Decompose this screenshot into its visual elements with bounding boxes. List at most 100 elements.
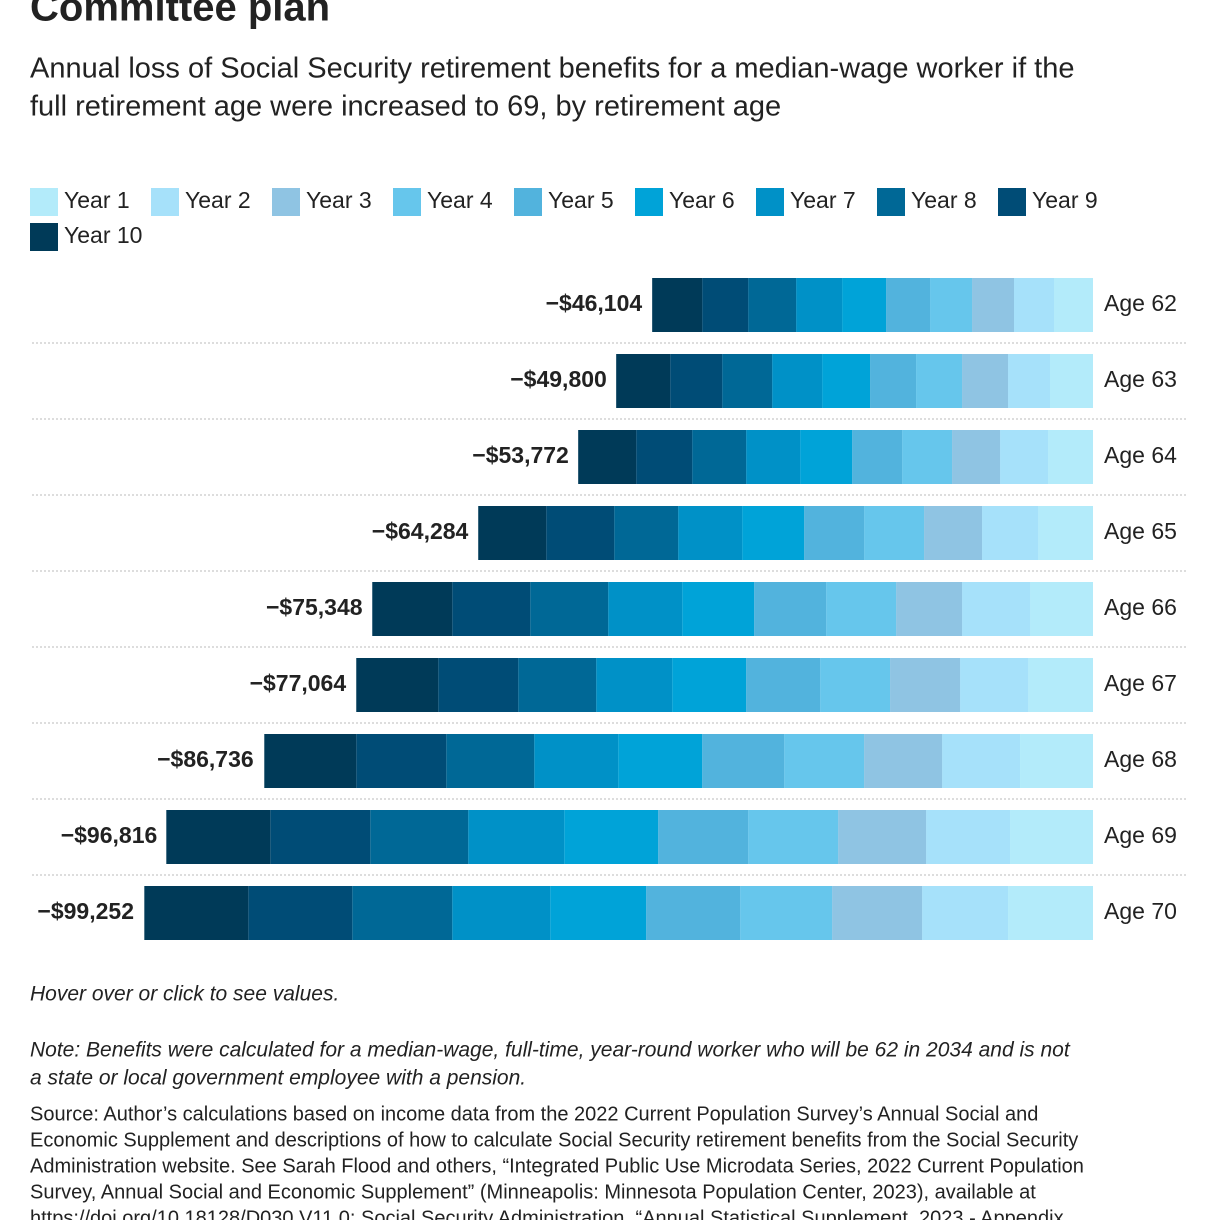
bar-segment bbox=[608, 582, 683, 636]
bar-segment bbox=[564, 810, 659, 864]
bar-segment bbox=[446, 734, 535, 788]
legend-label: Year 5 bbox=[548, 187, 614, 213]
bar-segment bbox=[942, 734, 1021, 788]
category-label: Age 69 bbox=[1104, 822, 1177, 848]
bar-segment bbox=[1000, 430, 1049, 484]
bar-segment bbox=[962, 582, 1031, 636]
bar-segment bbox=[804, 506, 865, 560]
source: Administration website. See Sarah Flood … bbox=[30, 1155, 1084, 1177]
bar-segment bbox=[890, 658, 961, 712]
bar-segment bbox=[746, 430, 801, 484]
bar-segment bbox=[692, 430, 747, 484]
total-label: −$86,736 bbox=[157, 746, 254, 772]
bar-segment bbox=[896, 582, 963, 636]
bar-segment bbox=[1020, 734, 1093, 788]
legend-swatch bbox=[30, 223, 58, 251]
bar-segment bbox=[740, 886, 833, 940]
bar-segment bbox=[678, 506, 743, 560]
category-label: Age 63 bbox=[1104, 366, 1177, 392]
bar-segment bbox=[784, 734, 865, 788]
bar-segment bbox=[1050, 354, 1093, 408]
bar-segment bbox=[982, 506, 1039, 560]
bar-segment bbox=[352, 886, 453, 940]
bar-segment bbox=[1008, 354, 1051, 408]
total-label: −$75,348 bbox=[266, 594, 363, 620]
bar-segment bbox=[748, 810, 839, 864]
bar-segment bbox=[370, 810, 469, 864]
bar-segment bbox=[922, 886, 1009, 940]
bar-segment bbox=[264, 734, 357, 788]
bar-segment bbox=[616, 354, 671, 408]
bar-segment bbox=[870, 354, 917, 408]
bar-segment bbox=[672, 658, 747, 712]
source: https://doi.org/10.18128/D030.V11.0; Soc… bbox=[30, 1207, 1064, 1220]
bar-segment bbox=[372, 582, 453, 636]
category-label: Age 65 bbox=[1104, 518, 1177, 544]
bar-segment bbox=[478, 506, 547, 560]
total-label: −$46,104 bbox=[546, 290, 643, 316]
subtitle: Annual loss of Social Security retiremen… bbox=[30, 53, 1075, 85]
bar-segment bbox=[722, 354, 773, 408]
bar-segment bbox=[772, 354, 823, 408]
bar-segment bbox=[652, 278, 703, 332]
total-label: −$53,772 bbox=[472, 442, 569, 468]
legend-label: Year 10 bbox=[64, 222, 142, 248]
legend-swatch bbox=[635, 188, 663, 216]
bar-segment bbox=[1014, 278, 1055, 332]
legend-label: Year 2 bbox=[185, 187, 251, 213]
chart-title: Committee plan bbox=[30, 0, 330, 30]
bar-segment bbox=[926, 810, 1011, 864]
note: Note: Benefits were calculated for a med… bbox=[30, 1039, 1071, 1062]
bar-segment bbox=[270, 810, 371, 864]
bar-segment bbox=[670, 354, 723, 408]
source: Survey, Annual Social and Economic Suppl… bbox=[30, 1181, 1036, 1203]
bar-segment bbox=[614, 506, 679, 560]
bar-segment bbox=[962, 354, 1009, 408]
bar-segment bbox=[596, 658, 673, 712]
bar-segment bbox=[618, 734, 703, 788]
total-label: −$77,064 bbox=[250, 670, 347, 696]
total-label: −$96,816 bbox=[61, 822, 158, 848]
bar-segment bbox=[930, 278, 973, 332]
legend-label: Year 8 bbox=[911, 187, 977, 213]
total-label: −$49,800 bbox=[510, 366, 607, 392]
bar-segment bbox=[924, 506, 983, 560]
bar-segment bbox=[800, 430, 853, 484]
bar-segment bbox=[702, 278, 749, 332]
legend-label: Year 7 bbox=[790, 187, 856, 213]
bar-segment bbox=[636, 430, 693, 484]
bar-segment bbox=[796, 278, 843, 332]
bar-segment bbox=[550, 886, 647, 940]
bar-segment bbox=[832, 886, 923, 940]
bar-segment bbox=[842, 278, 887, 332]
bar-segment bbox=[546, 506, 615, 560]
category-label: Age 67 bbox=[1104, 670, 1177, 696]
bar-segment bbox=[1048, 430, 1093, 484]
bar-segment bbox=[534, 734, 619, 788]
legend-swatch bbox=[756, 188, 784, 216]
bar-segment bbox=[452, 582, 531, 636]
total-label: −$99,252 bbox=[37, 898, 134, 924]
bar-segment bbox=[822, 354, 871, 408]
bar-segment bbox=[864, 506, 925, 560]
legend-label: Year 6 bbox=[669, 187, 735, 213]
legend-swatch bbox=[272, 188, 300, 216]
bar-segment bbox=[748, 278, 797, 332]
bar-segment bbox=[886, 278, 931, 332]
total-label: −$64,284 bbox=[372, 518, 469, 544]
subtitle: full retirement age were increased to 69… bbox=[30, 91, 781, 123]
category-label: Age 68 bbox=[1104, 746, 1177, 772]
hint: Hover over or click to see values. bbox=[30, 983, 339, 1006]
bar-segment bbox=[838, 810, 927, 864]
category-label: Age 62 bbox=[1104, 290, 1177, 316]
legend-label: Year 9 bbox=[1032, 187, 1098, 213]
bar-segment bbox=[754, 582, 827, 636]
bar-segment bbox=[578, 430, 637, 484]
bar-segment bbox=[960, 658, 1029, 712]
bar-segment bbox=[356, 734, 447, 788]
bar-segment bbox=[530, 582, 609, 636]
bar-segment bbox=[702, 734, 785, 788]
bar-segment bbox=[820, 658, 891, 712]
bar-segment bbox=[166, 810, 271, 864]
